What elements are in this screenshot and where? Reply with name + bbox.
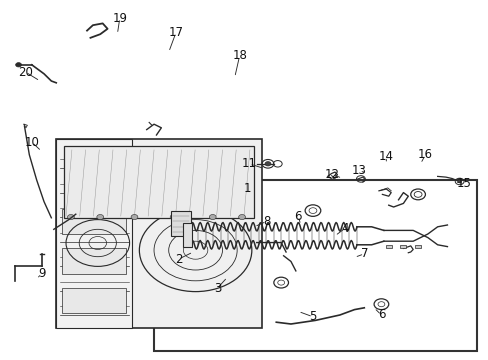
Text: 14: 14 <box>378 150 393 163</box>
Circle shape <box>457 180 461 183</box>
Bar <box>62 288 125 313</box>
Text: 18: 18 <box>232 49 246 62</box>
Bar <box>154 180 476 351</box>
Circle shape <box>16 63 21 67</box>
Text: 3: 3 <box>213 282 221 294</box>
Text: 4: 4 <box>340 222 348 235</box>
Text: 11: 11 <box>242 157 256 170</box>
Text: 8: 8 <box>262 215 270 228</box>
Bar <box>385 245 391 248</box>
Bar <box>63 146 254 218</box>
Bar <box>414 245 420 248</box>
Circle shape <box>67 215 74 220</box>
Bar <box>183 223 192 247</box>
Circle shape <box>238 215 245 220</box>
Text: 5: 5 <box>308 310 316 323</box>
Text: 17: 17 <box>168 26 183 39</box>
Circle shape <box>209 215 216 220</box>
Text: 16: 16 <box>417 148 432 161</box>
Text: 20: 20 <box>18 66 33 78</box>
Text: 2: 2 <box>174 253 182 266</box>
Bar <box>171 211 190 236</box>
Text: 1: 1 <box>243 183 250 195</box>
Text: 10: 10 <box>24 136 39 149</box>
Bar <box>62 248 125 274</box>
Circle shape <box>131 215 138 220</box>
Bar <box>56 139 261 328</box>
Bar <box>400 245 406 248</box>
Text: 7: 7 <box>360 247 367 260</box>
Bar <box>62 209 125 234</box>
Circle shape <box>97 215 103 220</box>
Text: 19: 19 <box>112 12 127 24</box>
Text: 13: 13 <box>351 165 366 177</box>
Text: 15: 15 <box>456 177 471 190</box>
Text: 12: 12 <box>325 168 339 181</box>
Circle shape <box>170 215 177 220</box>
Text: 6: 6 <box>377 309 385 321</box>
Text: 6: 6 <box>294 210 302 222</box>
Circle shape <box>264 162 270 166</box>
Text: 9: 9 <box>38 267 45 280</box>
Bar <box>56 139 132 328</box>
